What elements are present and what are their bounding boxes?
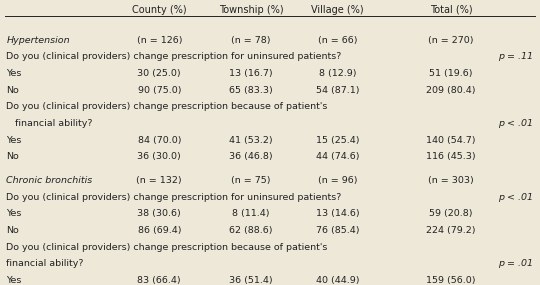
Text: Yes: Yes xyxy=(6,276,22,285)
Text: 44 (74.6): 44 (74.6) xyxy=(316,152,359,161)
Text: 83 (66.4): 83 (66.4) xyxy=(138,276,181,285)
Text: (n = 66): (n = 66) xyxy=(318,36,357,44)
Text: Do you (clinical providers) change prescription for uninsured patients?: Do you (clinical providers) change presc… xyxy=(6,193,342,202)
Text: 51 (19.6): 51 (19.6) xyxy=(429,69,472,78)
Text: 59 (20.8): 59 (20.8) xyxy=(429,209,472,218)
Text: 30 (25.0): 30 (25.0) xyxy=(138,69,181,78)
Text: 8 (11.4): 8 (11.4) xyxy=(232,209,270,218)
Text: (n = 270): (n = 270) xyxy=(428,36,474,44)
Text: 36 (51.4): 36 (51.4) xyxy=(230,276,273,285)
Text: (n = 96): (n = 96) xyxy=(318,176,357,185)
Text: p < .01: p < .01 xyxy=(498,119,534,128)
Text: (n = 126): (n = 126) xyxy=(137,36,182,44)
Text: (n = 132): (n = 132) xyxy=(137,176,182,185)
Text: 8 (12.9): 8 (12.9) xyxy=(319,69,356,78)
Text: 84 (70.0): 84 (70.0) xyxy=(138,136,181,144)
Text: Yes: Yes xyxy=(6,69,22,78)
Text: p = .01: p = .01 xyxy=(498,259,534,268)
Text: 13 (14.6): 13 (14.6) xyxy=(316,209,359,218)
Text: 36 (46.8): 36 (46.8) xyxy=(230,152,273,161)
Text: No: No xyxy=(6,152,19,161)
Text: Total (%): Total (%) xyxy=(430,5,472,15)
Text: 36 (30.0): 36 (30.0) xyxy=(137,152,181,161)
Text: No: No xyxy=(6,226,19,235)
Text: Chronic bronchitis: Chronic bronchitis xyxy=(6,176,93,185)
Text: 41 (53.2): 41 (53.2) xyxy=(230,136,273,144)
Text: Do you (clinical providers) change prescription because of patient's: Do you (clinical providers) change presc… xyxy=(6,243,328,252)
Text: Township (%): Township (%) xyxy=(219,5,284,15)
Text: Village (%): Village (%) xyxy=(311,5,364,15)
Text: financial ability?: financial ability? xyxy=(6,259,84,268)
Text: 40 (44.9): 40 (44.9) xyxy=(316,276,359,285)
Text: 86 (69.4): 86 (69.4) xyxy=(138,226,181,235)
Text: 116 (45.3): 116 (45.3) xyxy=(426,152,476,161)
Text: No: No xyxy=(6,86,19,95)
Text: Do you (clinical providers) change prescription because of patient's: Do you (clinical providers) change presc… xyxy=(6,102,328,111)
Text: Yes: Yes xyxy=(6,209,22,218)
Text: 65 (83.3): 65 (83.3) xyxy=(229,86,273,95)
Text: p = .11: p = .11 xyxy=(498,52,534,61)
Text: financial ability?: financial ability? xyxy=(6,119,93,128)
Text: (n = 303): (n = 303) xyxy=(428,176,474,185)
Text: 62 (88.6): 62 (88.6) xyxy=(230,226,273,235)
Text: Yes: Yes xyxy=(6,136,22,144)
Text: (n = 78): (n = 78) xyxy=(231,36,271,44)
Text: p < .01: p < .01 xyxy=(498,193,534,202)
Text: 90 (75.0): 90 (75.0) xyxy=(138,86,181,95)
Text: Hypertension: Hypertension xyxy=(6,36,70,44)
Text: 140 (54.7): 140 (54.7) xyxy=(426,136,476,144)
Text: 209 (80.4): 209 (80.4) xyxy=(426,86,476,95)
Text: 54 (87.1): 54 (87.1) xyxy=(316,86,359,95)
Text: 159 (56.0): 159 (56.0) xyxy=(426,276,476,285)
Text: County (%): County (%) xyxy=(132,5,187,15)
Text: Do you (clinical providers) change prescription for uninsured patients?: Do you (clinical providers) change presc… xyxy=(6,52,342,61)
Text: (n = 75): (n = 75) xyxy=(231,176,271,185)
Text: 38 (30.6): 38 (30.6) xyxy=(137,209,181,218)
Text: 13 (16.7): 13 (16.7) xyxy=(230,69,273,78)
Text: 15 (25.4): 15 (25.4) xyxy=(316,136,359,144)
Text: 224 (79.2): 224 (79.2) xyxy=(426,226,476,235)
Text: 76 (85.4): 76 (85.4) xyxy=(316,226,359,235)
